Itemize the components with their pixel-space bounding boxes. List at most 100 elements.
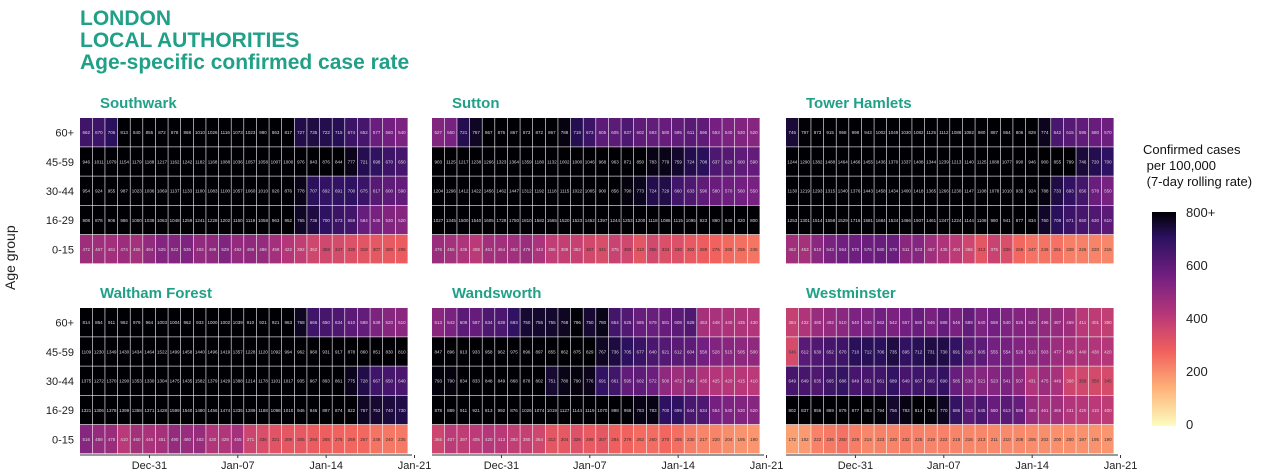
heatmap-cell	[482, 424, 495, 454]
cell-value: 513	[435, 320, 443, 325]
cell-value: 1312	[522, 189, 533, 194]
heatmap-cell	[545, 118, 558, 147]
heatmap-cell	[583, 424, 596, 454]
cell-value: 1010	[258, 189, 269, 194]
heatmap-cell	[395, 395, 408, 425]
cell-value: 958	[624, 408, 632, 413]
heatmap-cell	[1088, 205, 1101, 235]
cell-value: 220	[1092, 247, 1100, 252]
cell-value: 829	[1028, 130, 1036, 135]
cell-value: 195	[738, 437, 746, 442]
cell-value: 540	[398, 130, 406, 135]
heatmap-cell	[1088, 395, 1101, 425]
heatmap-cell	[92, 176, 105, 205]
heatmap-cell	[231, 424, 244, 454]
heatmap-cell	[319, 308, 332, 337]
cell-value: 455	[133, 247, 141, 252]
cell-value: 963	[611, 159, 619, 164]
heatmap-cell	[294, 205, 307, 235]
heatmap-cell	[786, 234, 799, 264]
heatmap-cell	[105, 337, 118, 366]
cell-value: 1000	[572, 159, 583, 164]
heatmap-cell	[382, 118, 395, 147]
heatmap-cell	[345, 205, 358, 235]
cell-value: 1000	[283, 159, 294, 164]
heatmap-cell	[281, 118, 295, 147]
heatmap-cell	[482, 308, 495, 337]
heatmap-cell	[357, 205, 370, 235]
heatmap-cell	[332, 118, 345, 147]
age-tick-label: 30-44	[46, 186, 74, 198]
heatmap-cell	[849, 234, 862, 264]
cell-value: 1200	[635, 218, 646, 223]
cell-value: 1119	[585, 408, 595, 413]
heatmap-cell	[307, 308, 320, 337]
heatmap-cell	[256, 176, 269, 205]
heatmap-cell	[671, 147, 684, 176]
heatmap-cell	[545, 337, 558, 366]
cell-value: 1022	[572, 189, 583, 194]
heatmap-cell	[886, 118, 900, 147]
cell-value: 634	[335, 320, 343, 325]
heatmap-cell	[1038, 395, 1051, 425]
heatmap-cell	[345, 424, 358, 454]
legend-title-line-2: per 100,000	[1143, 158, 1217, 173]
cell-value: 1230	[951, 189, 962, 194]
cell-value: 528	[712, 349, 720, 354]
cell-value: 612	[801, 349, 809, 354]
heatmap-cell	[332, 395, 345, 425]
cell-value: 495	[687, 379, 695, 384]
heatmap-cell	[482, 337, 495, 366]
cell-value: 840	[133, 130, 141, 135]
heatmap-cell	[294, 337, 307, 366]
heatmap-cell	[269, 395, 282, 425]
cell-value: 700	[1104, 159, 1112, 164]
heatmap-cell	[950, 395, 963, 425]
age-tick-label: 45-59	[46, 347, 74, 359]
heatmap-cell	[332, 234, 345, 264]
heatmap-cell	[811, 308, 824, 337]
heatmap-cell	[231, 366, 244, 395]
cell-value: 415	[738, 379, 746, 384]
cell-value: 477	[1054, 349, 1062, 354]
heatmap-cell	[747, 205, 760, 235]
cell-value: 621	[662, 349, 670, 354]
heatmap-cell	[395, 176, 408, 205]
heatmap-cell	[432, 366, 445, 395]
cell-value: 864	[95, 320, 103, 325]
cell-value: 466	[1054, 408, 1062, 413]
heatmap-cell	[444, 337, 457, 366]
cell-value: 767	[599, 349, 607, 354]
cell-value: 736	[611, 349, 619, 354]
cell-value: 1244	[610, 218, 621, 223]
cell-value: 585	[953, 379, 961, 384]
heatmap-cell	[294, 424, 307, 454]
heatmap-cell	[621, 337, 634, 366]
cell-value: 650	[1079, 218, 1087, 223]
heatmap-cell	[1038, 118, 1051, 147]
cell-value: 1010	[283, 408, 294, 413]
age-tick-label: 0-15	[52, 244, 74, 256]
cell-value: 780	[561, 379, 569, 384]
cell-value: 871	[624, 159, 632, 164]
cell-value: 216	[965, 437, 973, 442]
heatmap-cell	[633, 234, 647, 264]
cell-value: 540	[1003, 320, 1011, 325]
heatmap-cell	[786, 424, 799, 454]
chart-title: LONDON LOCAL AUTHORITIES Age-specific co…	[80, 8, 409, 74]
cell-value: 903	[435, 159, 443, 164]
cell-value: 596	[700, 130, 708, 135]
heatmap-cell	[570, 147, 583, 176]
cell-value: 1179	[132, 159, 142, 164]
heatmap-cell	[861, 395, 874, 425]
cell-value: 1296	[446, 189, 457, 194]
cell-value: 507	[1016, 379, 1024, 384]
heatmap-cell	[849, 176, 862, 205]
cell-value: 1272	[94, 379, 105, 384]
heatmap-cell	[256, 395, 269, 425]
cell-value: 806	[1016, 130, 1024, 135]
cell-value: 440	[725, 320, 733, 325]
heatmap-cell	[370, 176, 383, 205]
cell-value: 1353	[132, 379, 143, 384]
cell-value: 613	[1003, 408, 1011, 413]
